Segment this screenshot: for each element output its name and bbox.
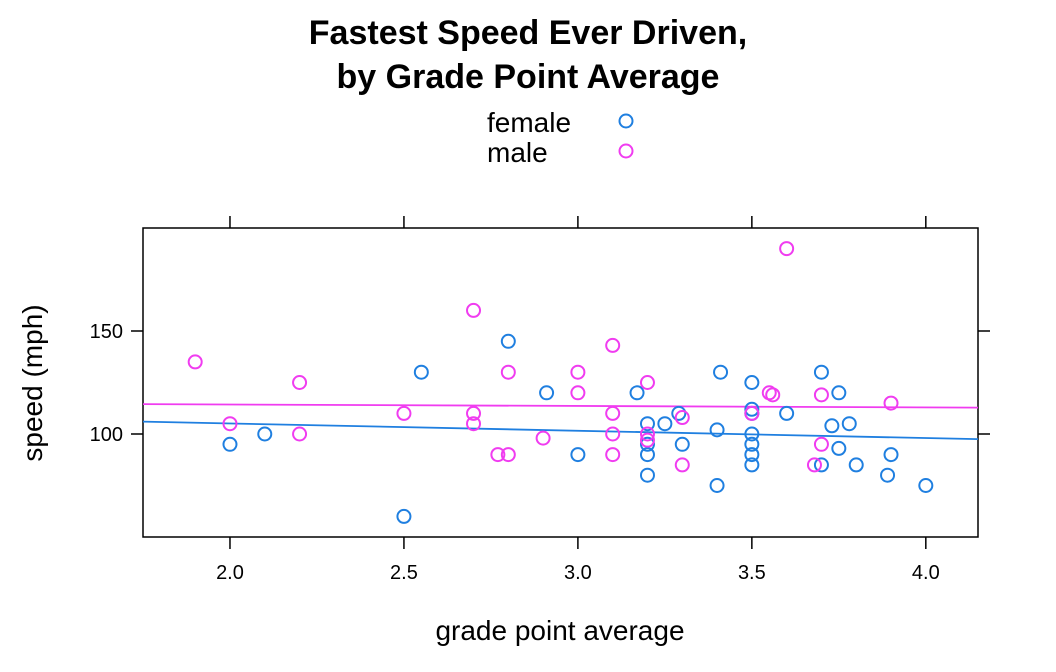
point-female: [883, 447, 899, 463]
x-axis-label: grade point average: [435, 615, 684, 646]
point-female: [744, 401, 760, 417]
point-female: [657, 416, 673, 432]
point-female: [813, 457, 829, 473]
point-female: [570, 447, 586, 463]
point-female: [744, 447, 760, 463]
point-male: [222, 416, 238, 432]
point-female: [744, 375, 760, 390]
legend: female male: [487, 107, 634, 168]
point-male: [187, 354, 203, 370]
point-male: [535, 430, 551, 446]
point-female: [813, 364, 829, 380]
x-tick-label: 2.5: [390, 562, 418, 584]
legend-label-male: male: [487, 137, 548, 168]
point-female: [841, 416, 857, 432]
point-female: [257, 426, 273, 442]
legend-label-female: female: [487, 107, 571, 138]
point-male: [605, 426, 621, 442]
data-points: [187, 241, 934, 524]
chart-title-line2: by Grade Point Average: [337, 58, 720, 96]
point-male: [813, 387, 829, 403]
point-female: [709, 422, 725, 438]
fit-line-male: [142, 403, 979, 409]
point-female: [500, 333, 516, 349]
fit-lines: [142, 403, 979, 441]
point-male: [500, 447, 516, 463]
chart-title-line1: Fastest Speed Ever Driven,: [309, 14, 747, 52]
fit-line-female: [142, 420, 979, 441]
axes: 2.0 2.5 3.0 3.5 4.0 100 150: [90, 216, 990, 584]
point-male: [744, 405, 760, 421]
point-male: [674, 457, 690, 473]
y-tick-label: 100: [90, 424, 123, 446]
point-male: [466, 405, 482, 421]
point-male: [570, 385, 586, 401]
point-female: [639, 436, 655, 452]
point-male: [570, 364, 586, 380]
point-male: [883, 395, 899, 411]
point-female: [413, 364, 429, 380]
point-female: [831, 385, 847, 401]
point-male: [639, 375, 655, 390]
point-female: [639, 416, 655, 432]
point-female: [709, 478, 725, 493]
x-tick-label: 4.0: [912, 562, 940, 584]
point-male: [806, 457, 822, 473]
point-male: [500, 364, 516, 380]
point-female: [918, 478, 934, 493]
point-male: [490, 447, 506, 463]
point-male: [765, 387, 781, 403]
x-tick-label: 3.0: [564, 562, 592, 584]
point-male: [466, 302, 482, 318]
point-male: [292, 426, 308, 442]
point-female: [831, 440, 847, 456]
point-female: [848, 457, 864, 473]
point-female: [639, 447, 655, 463]
y-axis-label: speed (mph): [17, 304, 48, 461]
point-male: [605, 405, 621, 421]
point-female: [629, 385, 645, 401]
point-male: [466, 416, 482, 432]
legend-marker-female: [618, 113, 634, 129]
point-male: [292, 375, 308, 390]
point-female: [779, 405, 795, 421]
x-tick-label: 2.0: [216, 562, 244, 584]
point-female: [539, 385, 555, 401]
point-female: [639, 467, 655, 483]
point-female: [222, 436, 238, 452]
point-male: [639, 426, 655, 442]
point-male: [813, 436, 829, 452]
point-male: [779, 241, 795, 257]
legend-marker-male: [618, 143, 634, 159]
point-male: [674, 410, 690, 426]
point-male: [639, 432, 655, 448]
x-tick-label: 3.5: [738, 562, 766, 584]
point-female: [713, 364, 729, 380]
point-male: [605, 447, 621, 463]
point-female: [744, 457, 760, 473]
point-female: [880, 467, 896, 483]
y-tick-label: 150: [90, 321, 123, 343]
point-female: [744, 426, 760, 442]
point-female: [824, 418, 840, 434]
point-female: [744, 436, 760, 452]
point-female: [671, 405, 687, 421]
point-female: [396, 508, 412, 524]
point-male: [605, 337, 621, 353]
point-male: [396, 405, 412, 421]
plot-panel: [142, 227, 979, 538]
point-female: [674, 436, 690, 452]
